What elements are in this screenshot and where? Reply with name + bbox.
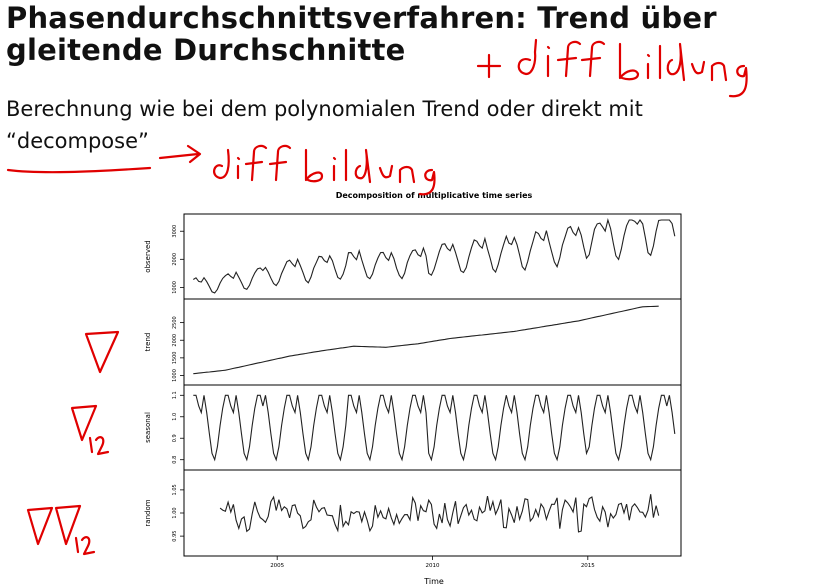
ytick-label-random-1: 1.00: [172, 507, 178, 518]
slide-title: Phasendurchschnittsverfahren: Trend über…: [6, 2, 717, 66]
ytick-label-trend-0: 1000: [172, 369, 178, 382]
handwritten-nabla: [84, 330, 120, 374]
panel-ylabel-observed: observed: [144, 240, 152, 272]
decomposition-chart: Decomposition of multiplicative time ser…: [144, 191, 682, 586]
handwritten-note-title: [476, 38, 748, 98]
ytick-label-trend-3: 2500: [172, 316, 178, 329]
ytick-label-trend-2: 2000: [172, 334, 178, 347]
ytick-label-seasonal-3: 1.1: [172, 391, 178, 399]
handwritten-nabla-nabla-12: [26, 504, 96, 556]
series-line-observed: [193, 217, 676, 294]
panel-ylabel-seasonal: seasonal: [144, 412, 152, 443]
series-line-random: [219, 494, 660, 533]
handwritten-nabla-12: [70, 404, 110, 456]
slide-title-line1: Phasendurchschnittsverfahren: Trend über: [6, 1, 717, 35]
ytick-label-seasonal-0: 0.8: [172, 456, 178, 464]
ytick-label-observed-2: 3000: [172, 225, 178, 238]
series-line-trend: [193, 305, 659, 375]
body-text-line1: Berechnung wie bei dem polynomialen Tren…: [6, 97, 643, 121]
ytick-label-observed-0: 1000: [172, 281, 178, 294]
ytick-label-seasonal-1: 0.9: [172, 434, 178, 442]
ytick-label-random-2: 1.05: [172, 484, 178, 495]
chart-title: Decomposition of multiplicative time ser…: [336, 191, 533, 200]
xtick-label-0: 2005: [270, 563, 284, 569]
panel-ylabel-trend: trend: [144, 333, 152, 352]
panel-ylabel-random: random: [144, 499, 152, 526]
ytick-label-seasonal-2: 1.0: [172, 413, 178, 421]
ytick-label-observed-1: 2000: [172, 253, 178, 266]
xtick-label-1: 2010: [426, 563, 440, 569]
x-axis: 2005 2010 2015: [270, 556, 595, 569]
chart-panels: observed 1000 2000 3000 trend 1000 1500 2000 250…: [144, 213, 682, 557]
xtick-label-2: 2015: [581, 563, 595, 569]
ytick-label-random-0: 0.95: [172, 531, 178, 542]
x-axis-label: Time: [423, 577, 444, 586]
ytick-label-trend-1: 1500: [172, 351, 178, 364]
series-line-seasonal: [193, 394, 676, 462]
handwritten-note-arrow: [158, 144, 436, 196]
body-text-line2: “decompose”: [6, 129, 149, 153]
slide-title-line2: gleitende Durchschnitte: [6, 33, 406, 67]
handwritten-underline: [6, 166, 152, 174]
